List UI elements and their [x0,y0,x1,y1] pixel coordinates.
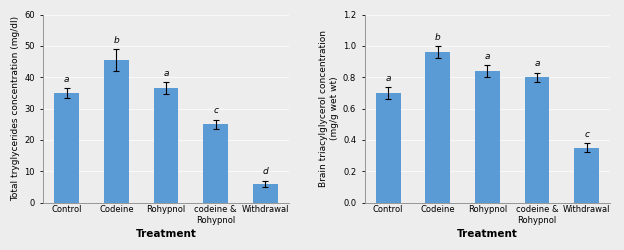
Bar [203,124,228,202]
Bar [426,52,450,203]
Bar [104,60,129,203]
Text: c: c [213,106,218,116]
Bar [376,93,401,202]
Bar [154,88,178,202]
Bar [475,71,500,202]
Text: a: a [534,60,540,68]
Bar [574,148,599,203]
Bar [525,77,549,203]
Text: a: a [163,69,169,78]
Text: c: c [584,130,589,139]
Y-axis label: Brain triacylglycerol concentration
(mg/g wet wt): Brain triacylglycerol concentration (mg/… [319,30,339,187]
Text: d: d [263,168,268,176]
Bar [253,184,278,203]
Text: a: a [386,74,391,82]
Text: b: b [114,36,119,45]
Text: a: a [485,52,490,60]
Text: b: b [435,33,441,42]
X-axis label: Treatment: Treatment [135,229,197,239]
Y-axis label: Total tryglycerides concentration (mg/dl): Total tryglycerides concentration (mg/dl… [11,16,20,201]
Text: a: a [64,75,69,84]
X-axis label: Treatment: Treatment [457,229,518,239]
Bar [54,93,79,202]
